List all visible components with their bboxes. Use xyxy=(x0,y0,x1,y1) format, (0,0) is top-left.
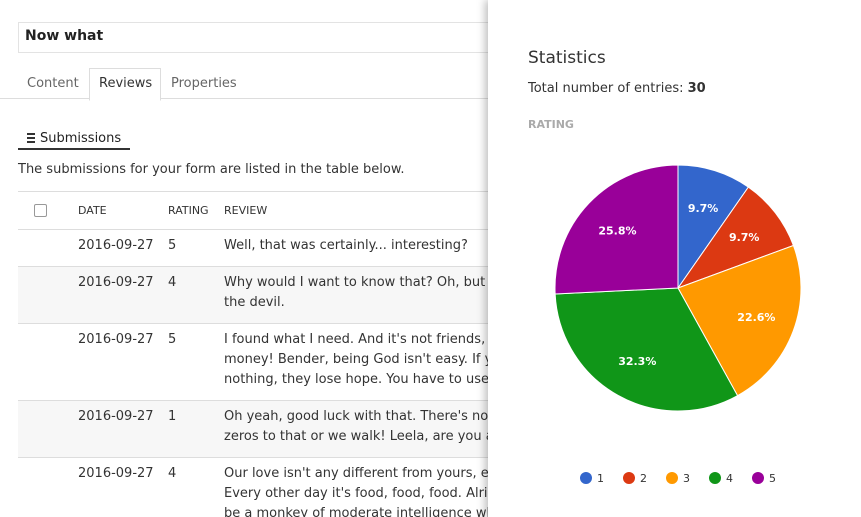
legend-marker xyxy=(580,472,592,484)
cell-date: 2016-09-27 xyxy=(78,238,154,253)
pie-slice xyxy=(677,164,750,290)
statistics-panel: Statistics Total number of entries: 30 R… xyxy=(488,0,861,517)
column-header: RATING xyxy=(168,204,209,217)
cell-review: Why would I want to know that? Oh, but xyxy=(224,275,486,290)
cell-rating: 5 xyxy=(168,238,177,253)
slice-label: 9.7% xyxy=(688,202,719,215)
cell-review: be a monkey of moderate intelligence wh xyxy=(224,506,495,517)
cell-date: 2016-09-27 xyxy=(78,466,154,481)
panel-title: Statistics xyxy=(528,48,606,68)
cell-review: I found what I need. And it's not friend… xyxy=(224,332,486,347)
cell-date: 2016-09-27 xyxy=(78,409,154,424)
legend-label: 5 xyxy=(769,472,776,485)
pie-slice xyxy=(554,287,739,412)
total-line: Total number of entries: 30 xyxy=(528,81,706,96)
legend-label: 2 xyxy=(640,472,647,485)
legend-marker xyxy=(709,472,721,484)
cell-review: Every other day it's food, food, food. A… xyxy=(224,486,496,501)
cell-review: the devil. xyxy=(224,295,285,310)
section-underline xyxy=(18,148,130,150)
chart-title: RATING xyxy=(528,118,574,131)
cell-review: zeros to that or we walk! Leela, are you… xyxy=(224,429,494,444)
cell-date: 2016-09-27 xyxy=(78,275,154,290)
cell-rating: 4 xyxy=(168,466,177,481)
menu-icon xyxy=(27,133,35,143)
tab[interactable]: Content xyxy=(27,76,79,91)
column-header: DATE xyxy=(78,204,107,217)
form-title: Now what xyxy=(25,28,104,44)
tab[interactable]: Reviews xyxy=(99,76,153,91)
description: The submissions for your form are listed… xyxy=(18,162,405,177)
tab-bar-line xyxy=(0,98,488,99)
legend-marker xyxy=(752,472,764,484)
legend-label: 3 xyxy=(683,472,690,485)
total-label: Total number of entries: xyxy=(528,81,684,96)
cell-review: Oh yeah, good luck with that. There's no xyxy=(224,409,489,424)
slice-label: 25.8% xyxy=(598,224,636,237)
cell-review: Our love isn't any different from yours,… xyxy=(224,466,489,481)
row-bg xyxy=(18,229,488,267)
row-bg xyxy=(18,457,488,517)
row-bg xyxy=(18,400,488,458)
slice-label: 32.3% xyxy=(618,355,656,368)
slice-label: 9.7% xyxy=(729,231,760,244)
table-border xyxy=(18,191,488,192)
chart: 9.7% 9.7% 22.6% 32.3% 25.8% 1 2 3 4 5 xyxy=(554,164,802,485)
pie-slice xyxy=(676,186,795,290)
cell-review: Well, that was certainly... interesting? xyxy=(224,238,468,253)
checkbox[interactable] xyxy=(34,204,47,217)
cell-rating: 1 xyxy=(168,409,177,424)
section-title: Submissions xyxy=(40,131,122,146)
cell-review: money! Bender, being God isn't easy. If … xyxy=(224,352,493,367)
row-bg xyxy=(18,323,488,401)
slice-label: 22.6% xyxy=(737,311,775,324)
legend-label: 4 xyxy=(726,472,733,485)
row-bg xyxy=(18,266,488,324)
legend-marker xyxy=(623,472,635,484)
legend-marker xyxy=(666,472,678,484)
pie-slice xyxy=(677,244,802,397)
cell-rating: 5 xyxy=(168,332,177,347)
column-header: REVIEW xyxy=(224,204,268,217)
cell-rating: 4 xyxy=(168,275,177,290)
tab[interactable]: Properties xyxy=(171,76,237,91)
cell-date: 2016-09-27 xyxy=(78,332,154,347)
cell-review: nothing, they lose hope. You have to use xyxy=(224,372,489,387)
pie-slice xyxy=(554,164,679,295)
total-value: 30 xyxy=(687,81,706,96)
legend-label: 1 xyxy=(597,472,604,485)
tab-active[interactable] xyxy=(89,68,161,101)
